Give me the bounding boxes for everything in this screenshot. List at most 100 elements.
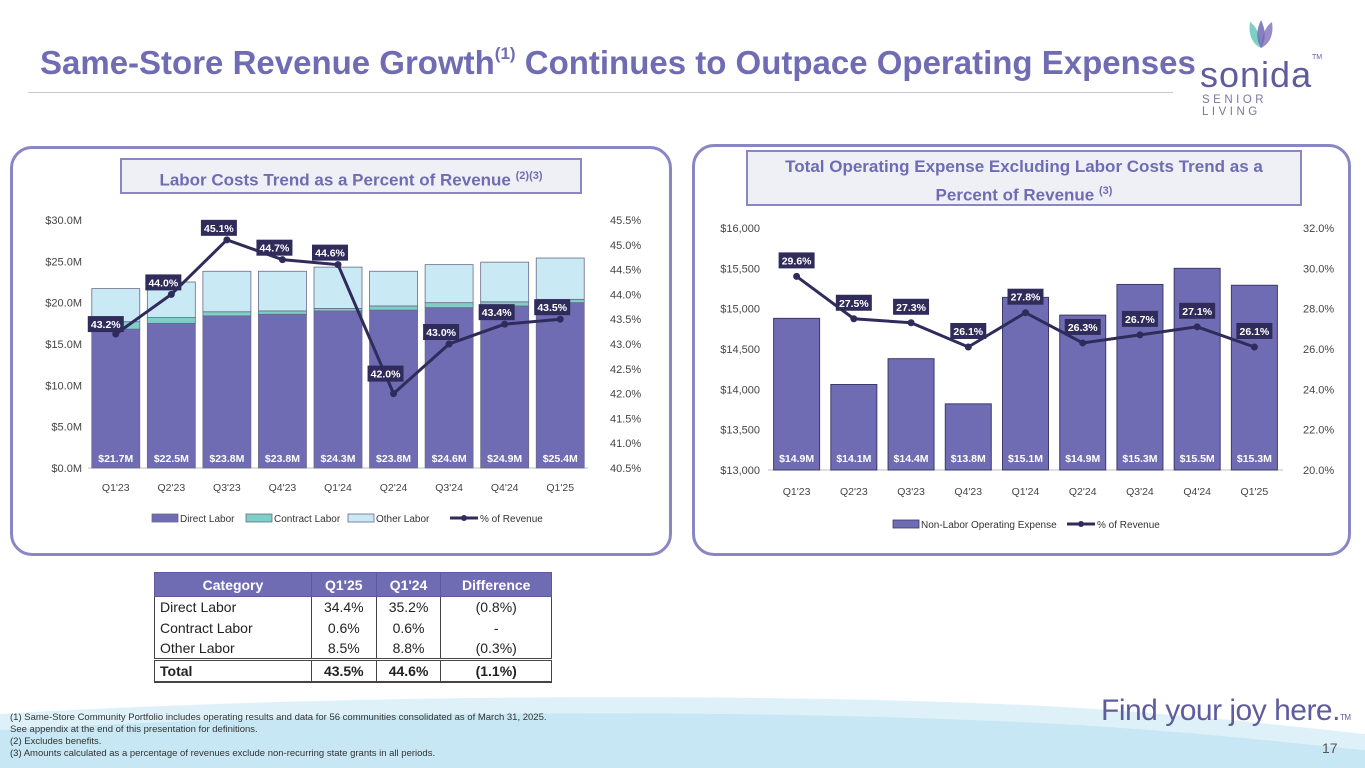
y2-tick-label: 41.0% <box>610 438 641 450</box>
direct-labor-bar <box>480 305 530 469</box>
legend-label: Other Labor <box>376 514 430 525</box>
butterfly-logo-icon <box>1249 20 1273 48</box>
pct-revenue-point <box>556 315 564 323</box>
opex-bar <box>887 358 935 471</box>
other-labor-bar <box>202 270 252 313</box>
pct-data-label: 44.6% <box>315 248 345 260</box>
opex-bar <box>773 317 821 471</box>
table-row: Direct Labor 34.4% 35.2% (0.8%) <box>154 596 552 618</box>
opex-bar <box>1059 314 1107 471</box>
opex-bar <box>1230 284 1278 471</box>
x-tick-label: Q2'24 <box>1069 486 1097 498</box>
pct-label-box <box>778 252 815 269</box>
y2-tick-label: 44.0% <box>610 289 641 301</box>
y-tick-label: $16,000 <box>720 223 760 235</box>
other-labor-bar <box>258 270 307 312</box>
table-cell: Other Labor <box>154 638 312 660</box>
table-header-row: Category Q1'25 Q1'24 Difference <box>154 572 552 597</box>
bar-value-label: $23.8M <box>265 453 300 465</box>
pct-label-box <box>367 365 404 382</box>
pct-revenue-point <box>501 320 509 328</box>
legend-swatch <box>245 513 273 523</box>
title-divider <box>28 92 1173 93</box>
table-cell: 34.4% <box>310 596 377 618</box>
pct-revenue-point <box>793 272 801 280</box>
pct-data-label: 27.5% <box>839 298 869 310</box>
direct-labor-bar <box>258 313 307 469</box>
bar-value-label: $24.3M <box>320 453 355 465</box>
logo-wordmark: sonida <box>1200 54 1313 95</box>
y2-tick-label: 44.5% <box>610 265 641 277</box>
footnotes: (1) Same-Store Community Portfolio inclu… <box>10 712 547 760</box>
brand-tagline: Find your joy here.TM <box>1101 694 1351 728</box>
pct-data-label: 26.7% <box>1125 314 1155 326</box>
table-cell: 8.8% <box>375 638 442 660</box>
pct-revenue-point <box>1022 309 1029 317</box>
y2-tick-label: 40.5% <box>610 463 641 475</box>
page-number: 17 <box>1322 740 1338 756</box>
opex-bar <box>1173 267 1221 471</box>
y2-tick-label: 45.0% <box>610 240 641 252</box>
legend-swatch <box>347 513 375 523</box>
title-rest: Continues to Outpace Operating Expenses <box>515 44 1196 81</box>
footnote-appendix: See appendix at the end of this presenta… <box>10 724 258 735</box>
x-tick-label: Q1'25 <box>546 482 574 494</box>
x-tick-label: Q3'24 <box>435 482 463 494</box>
direct-labor-bar <box>146 322 196 469</box>
pct-revenue-point <box>445 340 453 348</box>
pct-data-label: 43.2% <box>91 319 121 331</box>
bar-value-label: $15.1M <box>1008 453 1043 465</box>
other-labor-bar <box>424 264 474 304</box>
pct-revenue-point <box>278 256 286 264</box>
legend-line-marker <box>1078 521 1084 527</box>
pct-revenue-point <box>1136 331 1144 339</box>
pct-revenue-point <box>390 390 398 398</box>
title-main: Same-Store Revenue Growth <box>40 44 495 81</box>
tagline-text: Find your joy here. <box>1101 694 1340 727</box>
y-tick-label: $15.0M <box>45 339 82 351</box>
table-row: Other Labor 8.5% 8.8% (0.3%) <box>154 638 552 660</box>
bar-value-label: $23.8M <box>209 453 244 465</box>
x-tick-label: Q1'23 <box>102 482 130 494</box>
y2-tick-label: 41.5% <box>610 413 641 425</box>
y-tick-label: $15,500 <box>720 263 760 275</box>
table-cell: (1.1%) <box>440 658 552 683</box>
table-cell: Total <box>154 658 312 683</box>
footnote-1: (1) Same-Store Community Portfolio inclu… <box>10 712 547 723</box>
table-total-row: Total 43.5% 44.6% (1.1%) <box>154 658 552 683</box>
legend-label: Contract Labor <box>274 514 341 525</box>
pct-revenue-point <box>964 343 972 351</box>
contract-labor-bar <box>202 311 252 317</box>
pct-data-label: 26.1% <box>1239 326 1269 338</box>
opex-chart-title-line1: Total Operating Expense Excluding Labor … <box>785 157 1263 176</box>
pct-data-label: 43.4% <box>482 307 512 319</box>
pct-data-label: 29.6% <box>782 255 812 267</box>
y2-tick-label: 22.0% <box>1303 425 1334 437</box>
tagline-trademark: TM <box>1339 713 1351 722</box>
bar-value-label: $21.7M <box>98 453 133 465</box>
y2-tick-label: 32.0% <box>1303 223 1334 235</box>
x-tick-label: Q1'23 <box>783 486 811 498</box>
direct-labor-bar <box>313 310 363 469</box>
pct-label-box <box>1179 302 1216 319</box>
opex-bar <box>830 383 878 471</box>
y-tick-label: $14,000 <box>720 384 760 396</box>
pct-label-box <box>534 299 571 316</box>
y2-tick-label: 26.0% <box>1303 344 1334 356</box>
direct-labor-bar <box>91 328 141 469</box>
pct-data-label: 44.7% <box>260 243 290 255</box>
contract-labor-bar <box>258 310 307 315</box>
legend-swatch <box>892 519 920 529</box>
pct-label-box <box>478 304 515 321</box>
contract-labor-bar <box>369 305 418 311</box>
x-tick-label: Q4'24 <box>491 482 519 494</box>
pct-label-box <box>1007 288 1044 305</box>
table-cell: (0.8%) <box>440 596 552 618</box>
pct-revenue-point <box>223 236 231 244</box>
y-tick-label: $30.0M <box>45 215 82 227</box>
bar-value-label: $23.8M <box>376 453 411 465</box>
labor-chart-title: Labor Costs Trend as a Percent of Revenu… <box>120 158 582 194</box>
table-header-q1-24: Q1'24 <box>375 572 442 597</box>
direct-labor-bar <box>369 309 418 469</box>
pct-data-label: 27.1% <box>1182 306 1212 318</box>
